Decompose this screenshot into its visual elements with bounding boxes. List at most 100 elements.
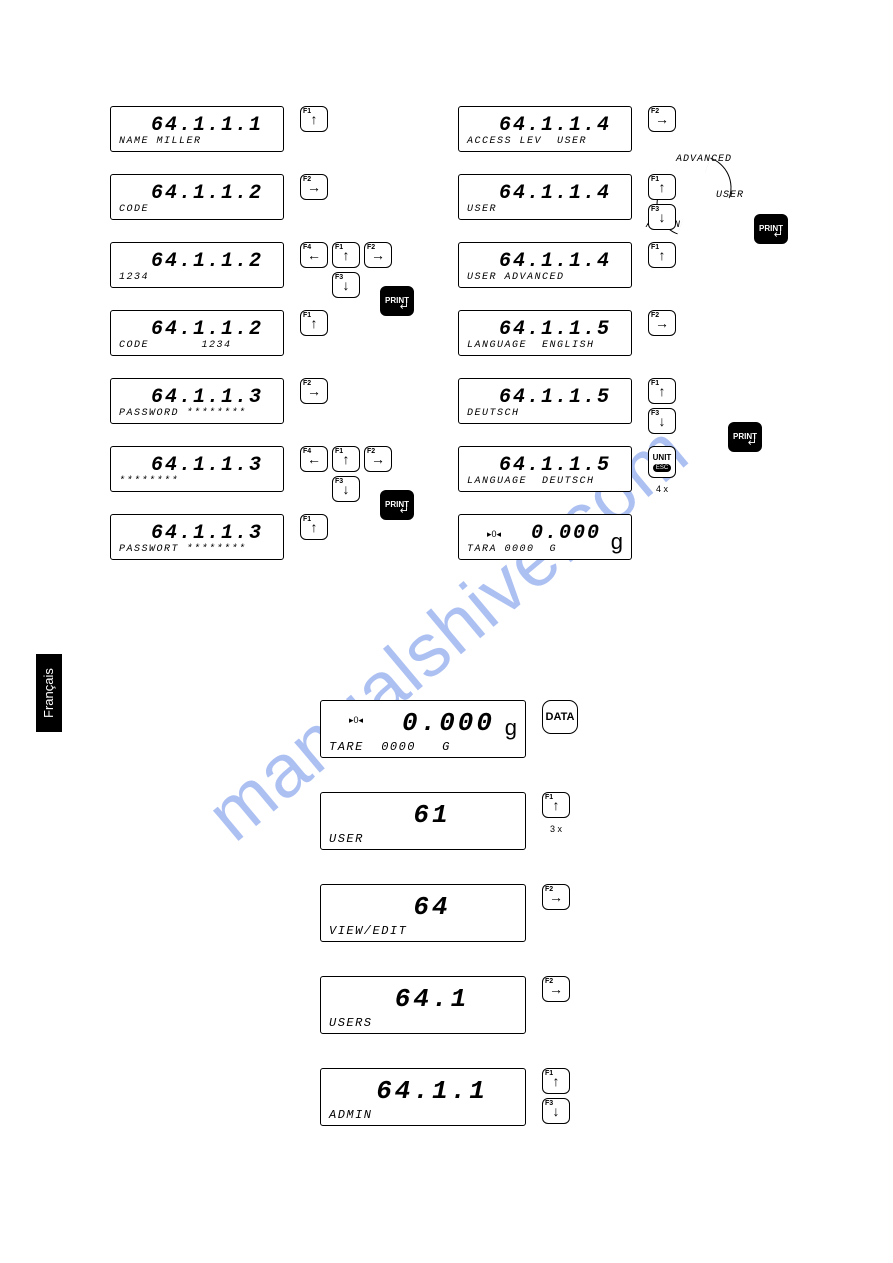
key-f1[interactable]: F1↑ bbox=[542, 1068, 570, 1094]
zero-icon: ▸0◂ bbox=[487, 529, 501, 540]
lcd-main: 64.1 bbox=[329, 986, 517, 1013]
lcd-sub: CODE 1234 bbox=[119, 341, 275, 353]
key-f2[interactable]: F2→ bbox=[300, 378, 328, 404]
lcd-main: 64.1.1.5 bbox=[467, 456, 623, 477]
display-row: 61USERF1↑3 x bbox=[320, 792, 570, 850]
key-f1[interactable]: F1↑ bbox=[300, 310, 328, 336]
print-key[interactable]: PRINT↵ bbox=[380, 286, 414, 316]
display-row: 64.1.1.5DEUTSCHF1↑F3↓PRINT↵ bbox=[458, 378, 676, 434]
lcd-display: 64.1.1.1NAME MILLER bbox=[110, 106, 284, 152]
key-note: 3 x bbox=[550, 824, 562, 834]
key-f1[interactable]: F1↑ bbox=[648, 174, 676, 200]
lcd-display: 64.1.1.3******** bbox=[110, 446, 284, 492]
key-f2[interactable]: F2→ bbox=[364, 242, 392, 268]
key-f1[interactable]: F1↑ bbox=[542, 792, 570, 818]
lcd-main: 64.1.1.5 bbox=[467, 388, 623, 409]
data-button[interactable]: DATA bbox=[542, 700, 578, 734]
key-f2[interactable]: F2→ bbox=[542, 884, 570, 910]
lcd-sub: USERS bbox=[329, 1013, 517, 1031]
lcd-main: 61 bbox=[329, 802, 517, 829]
lcd-main: 64.1.1 bbox=[329, 1078, 517, 1105]
display-row: 64VIEW/EDIT F2→ bbox=[320, 884, 570, 942]
lcd-display: 64.1.1.4USER bbox=[458, 174, 632, 220]
lcd-main: 64.1.1.3 bbox=[119, 388, 275, 409]
print-key[interactable]: PRINT↵ bbox=[728, 422, 762, 452]
print-key[interactable]: PRINT↵ bbox=[380, 490, 414, 520]
key-f2[interactable]: F2→ bbox=[648, 106, 676, 132]
lcd-display: 64.1.1.5LANGUAGE DEUTSCH bbox=[458, 446, 632, 492]
display-row: 64.1.1.4USER F1↑ F3↓ bbox=[458, 174, 676, 230]
lcd-sub: NAME MILLER bbox=[119, 137, 275, 149]
lcd-display: 64VIEW/EDIT bbox=[320, 884, 526, 942]
lcd-sub: TARA 0000 G bbox=[467, 545, 623, 557]
lcd-main: 64.1.1.2 bbox=[119, 184, 275, 205]
lcd-main: 64.1.1.5 bbox=[467, 320, 623, 341]
key-f2[interactable]: F2→ bbox=[542, 976, 570, 1002]
key-f1[interactable]: F1↑ bbox=[332, 242, 360, 268]
key-f3[interactable]: F3↓ bbox=[332, 476, 360, 502]
display-row: 64.1.1.3PASSWORT ******** F1↑ bbox=[110, 514, 328, 560]
display-row: 64.1.1.21234F4←F1↑F3↓F2→PRINT↵ bbox=[110, 242, 392, 298]
lcd-sub: TARE 0000 G bbox=[329, 737, 517, 755]
cycle-label-top: ADVANCED bbox=[676, 154, 732, 165]
display-row: 64.1.1ADMIN F1↑ F3↓ bbox=[320, 1068, 570, 1126]
lcd-sub: ******** bbox=[119, 477, 275, 489]
lcd-main: 64.1.1.2 bbox=[119, 320, 275, 341]
print-key[interactable]: PRINT↵ bbox=[754, 214, 788, 244]
key-note: 4 x bbox=[648, 484, 676, 494]
lcd-main: 64.1.1.1 bbox=[119, 116, 275, 137]
display-row: 64.1.1.2CODE 1234 F1↑ bbox=[110, 310, 328, 356]
display-row: 64.1.1.4ACCESS LEV USER F2→ bbox=[458, 106, 676, 152]
lcd-main: 64.1.1.4 bbox=[467, 184, 623, 205]
lcd-main: 64.1.1.4 bbox=[467, 116, 623, 137]
display-row: 64.1.1.1NAME MILLER F1↑ bbox=[110, 106, 328, 152]
lcd-display: 64.1.1.4ACCESS LEV USER bbox=[458, 106, 632, 152]
lcd-display: 64.1.1.3PASSWORT ******** bbox=[110, 514, 284, 560]
display-row: 64.1.1.5LANGUAGE ENGLISH F2→ bbox=[458, 310, 676, 356]
key-f1[interactable]: F1↑ bbox=[648, 378, 676, 404]
display-row: 64.1.1.2CODE F2→ bbox=[110, 174, 328, 220]
display-row: 64.1USERS F2→ bbox=[320, 976, 570, 1034]
display-row: 64.1.1.3********F4←F1↑F3↓F2→PRINT↵ bbox=[110, 446, 392, 502]
key-f4[interactable]: F4← bbox=[300, 446, 328, 472]
display-row: 64.1.1.5LANGUAGE DEUTSCH UNITESC 4 x bbox=[458, 446, 676, 494]
key-f1[interactable]: F1↑ bbox=[300, 514, 328, 540]
lcd-sub: DEUTSCH bbox=[467, 409, 623, 421]
lcd-display: 0.000g▸0◂TARA 0000 G bbox=[458, 514, 632, 560]
lcd-sub: ACCESS LEV USER bbox=[467, 137, 623, 149]
lcd-main: 64.1.1.3 bbox=[119, 456, 275, 477]
lcd-display: 64.1.1ADMIN bbox=[320, 1068, 526, 1126]
key-f3[interactable]: F3↓ bbox=[332, 272, 360, 298]
display-row: 64.1.1.3PASSWORD ******** F2→ bbox=[110, 378, 328, 424]
lcd-sub: CODE bbox=[119, 205, 275, 217]
key-f1[interactable]: F1↑ bbox=[300, 106, 328, 132]
lcd-sub: USER ADVANCED bbox=[467, 273, 623, 285]
key-f2[interactable]: F2→ bbox=[648, 310, 676, 336]
lcd-main: 64.1.1.4 bbox=[467, 252, 623, 273]
key-f2[interactable]: F2→ bbox=[364, 446, 392, 472]
lcd-display: 64.1.1.5LANGUAGE ENGLISH bbox=[458, 310, 632, 356]
unit-esc-key[interactable]: UNITESC bbox=[648, 446, 676, 478]
lcd-display: 64.1USERS bbox=[320, 976, 526, 1034]
language-tab: Français bbox=[36, 654, 62, 732]
key-f3[interactable]: F3↓ bbox=[648, 204, 676, 230]
key-f1[interactable]: F1↑ bbox=[332, 446, 360, 472]
display-row: 0.000g▸0◂TARA 0000 G bbox=[458, 514, 648, 560]
lcd-sub: VIEW/EDIT bbox=[329, 921, 517, 939]
display-row: 64.1.1.4USER ADVANCED F1↑ bbox=[458, 242, 676, 288]
lcd-sub: LANGUAGE ENGLISH bbox=[467, 341, 623, 353]
lcd-display: 64.1.1.4USER ADVANCED bbox=[458, 242, 632, 288]
key-f1[interactable]: F1↑ bbox=[648, 242, 676, 268]
key-f3[interactable]: F3↓ bbox=[542, 1098, 570, 1124]
key-f2[interactable]: F2→ bbox=[300, 174, 328, 200]
lcd-sub: 1234 bbox=[119, 273, 275, 285]
key-f3[interactable]: F3↓ bbox=[648, 408, 676, 434]
zero-icon: ▸0◂ bbox=[349, 715, 363, 726]
lcd-display: 64.1.1.3PASSWORD ******** bbox=[110, 378, 284, 424]
lcd-main: 64.1.1.2 bbox=[119, 252, 275, 273]
lcd-sub: PASSWORD ******** bbox=[119, 409, 275, 421]
lcd-display: 64.1.1.5DEUTSCH bbox=[458, 378, 632, 424]
lcd-main: 64 bbox=[329, 894, 517, 921]
lcd-display: 64.1.1.2CODE bbox=[110, 174, 284, 220]
key-f4[interactable]: F4← bbox=[300, 242, 328, 268]
